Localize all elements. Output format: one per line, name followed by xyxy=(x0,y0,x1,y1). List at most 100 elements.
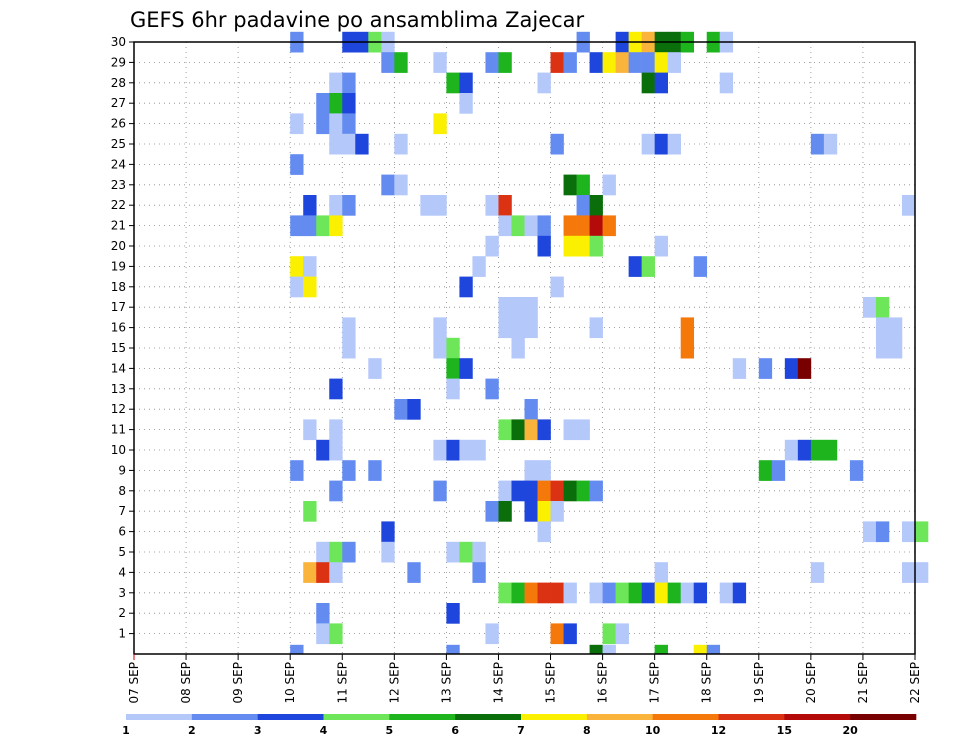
heatmap-cell xyxy=(589,644,603,655)
heatmap-cell xyxy=(511,215,525,237)
heatmap-cell xyxy=(511,419,525,441)
heatmap-cell xyxy=(290,154,304,175)
heatmap-cell xyxy=(537,419,551,441)
heatmap-cell xyxy=(459,541,473,563)
y-tick-label: 12 xyxy=(111,402,126,416)
y-tick-label: 10 xyxy=(111,443,126,457)
heatmap-cell xyxy=(641,72,655,94)
heatmap-cell xyxy=(628,52,642,73)
y-axis-ticks: 1234567891011121314151617181920212223242… xyxy=(111,35,134,641)
x-tick-label: 14 SEP xyxy=(491,662,505,704)
x-tick-label: 20 SEP xyxy=(804,662,818,704)
y-tick-label: 14 xyxy=(111,361,126,375)
chart-title: GEFS 6hr padavine po ansamblima Zajecar xyxy=(130,8,585,32)
y-tick-label: 22 xyxy=(111,198,126,212)
x-tick-label: 13 SEP xyxy=(439,662,453,704)
colorbar-legend: 1 2 3 4 5 6 7 8 10 12 15 20 xyxy=(122,714,917,737)
heatmap-cell xyxy=(875,337,890,359)
colorbar-tick-label: 2 xyxy=(188,724,196,737)
heatmap-cell xyxy=(303,215,317,237)
heatmap-cell xyxy=(394,399,408,420)
colorbar-tick-label: 1 xyxy=(122,724,130,737)
heatmap-cell xyxy=(459,276,473,298)
heatmap-cell xyxy=(615,623,629,645)
heatmap-cell xyxy=(316,603,330,624)
heatmap-cell xyxy=(329,72,343,94)
heatmap-cell xyxy=(693,256,708,277)
colorbar-swatch xyxy=(257,714,324,720)
heatmap-cell xyxy=(901,521,916,543)
heatmap-cell xyxy=(498,317,512,339)
heatmap-cell xyxy=(550,623,564,645)
heatmap-cell xyxy=(355,133,369,155)
heatmap-cell xyxy=(524,501,538,522)
heatmap-cell xyxy=(888,337,903,359)
colorbar-tick-label: 20 xyxy=(843,724,859,737)
heatmap-cell xyxy=(368,460,382,481)
heatmap-cell xyxy=(693,644,708,655)
y-tick-label: 9 xyxy=(118,463,126,477)
heatmap-cell xyxy=(550,133,564,155)
colorbar-swatch xyxy=(323,714,390,720)
heatmap-cell xyxy=(459,93,473,114)
colorbar-tick-label: 4 xyxy=(320,724,328,737)
heatmap-cell xyxy=(719,582,734,604)
heatmap-cell xyxy=(472,256,486,277)
heatmap-cell xyxy=(641,256,655,277)
heatmap-cell xyxy=(433,439,447,461)
heatmap-cell xyxy=(420,195,434,216)
heatmap-cell xyxy=(303,501,317,522)
heatmap-cell xyxy=(654,582,668,604)
heatmap-cell xyxy=(446,644,460,655)
y-tick-label: 19 xyxy=(111,259,126,273)
heatmap-cell xyxy=(433,337,447,359)
heatmap-cell xyxy=(680,317,695,339)
heatmap-cell xyxy=(446,358,460,379)
heatmap-cell xyxy=(875,297,890,318)
heatmap-cell xyxy=(329,113,343,135)
colorbar-tick-label: 10 xyxy=(645,724,661,737)
x-axis-ticks: 07 SEP 08 SEP 09 SEP 10 SEP 11 SEP 12 SEP 13 S… xyxy=(127,654,922,704)
heatmap-cell xyxy=(576,235,590,257)
y-tick-label: 17 xyxy=(111,300,126,314)
y-tick-label: 2 xyxy=(118,606,126,620)
heatmap-cell xyxy=(589,215,603,237)
heatmap-cell xyxy=(602,623,616,645)
heatmap-cell xyxy=(498,480,512,502)
x-tick-label: 17 SEP xyxy=(648,662,662,704)
heatmap-cell xyxy=(446,378,460,400)
y-tick-label: 28 xyxy=(111,76,126,90)
heatmap-cell xyxy=(316,439,330,461)
heatmap-cell xyxy=(810,439,825,461)
heatmap-cell xyxy=(433,195,447,216)
heatmap-cell xyxy=(901,195,916,216)
heatmap-cell xyxy=(901,562,916,583)
heatmap-cell xyxy=(342,337,356,359)
heatmap-cell xyxy=(680,337,695,359)
heatmap-cell xyxy=(550,52,564,73)
heatmap-cell xyxy=(550,480,564,502)
heatmap-cell xyxy=(576,174,590,196)
y-tick-label: 20 xyxy=(111,239,126,253)
heatmap-cell xyxy=(498,52,512,73)
heatmap-cell xyxy=(303,256,317,277)
heatmap-cell xyxy=(602,215,616,237)
heatmap-cell xyxy=(511,480,525,502)
heatmap-cell xyxy=(654,133,668,155)
heatmap-cell xyxy=(433,317,447,339)
heatmap-cell xyxy=(576,419,590,441)
heatmap-cell xyxy=(459,439,473,461)
heatmap-cell xyxy=(446,337,460,359)
heatmap-cell xyxy=(810,562,825,583)
colorbar-swatch xyxy=(455,714,522,720)
heatmap-cell xyxy=(602,52,616,73)
heatmap-cell xyxy=(407,399,421,420)
y-tick-label: 23 xyxy=(111,178,126,192)
heatmap-cell xyxy=(329,419,343,441)
heatmap-cell xyxy=(537,235,551,257)
x-tick-label: 19 SEP xyxy=(752,662,766,704)
heatmap-cell xyxy=(342,541,356,563)
heatmap-cell xyxy=(915,521,929,543)
heatmap-cell xyxy=(537,501,551,522)
